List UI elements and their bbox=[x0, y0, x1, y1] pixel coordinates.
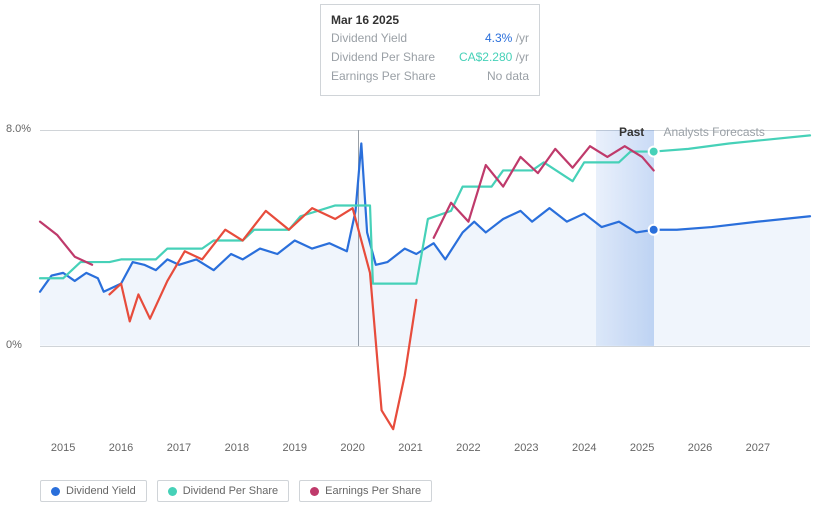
tooltip-label: Dividend Per Share bbox=[331, 48, 435, 67]
hover-tooltip: Mar 16 2025 Dividend Yield 4.3% /yr Divi… bbox=[320, 4, 540, 96]
tooltip-label: Earnings Per Share bbox=[331, 67, 436, 86]
forecast-label: Analysts Forecasts bbox=[663, 125, 764, 139]
tooltip-value: No data bbox=[487, 67, 529, 86]
legend-dot-icon bbox=[168, 487, 177, 496]
legend-label: Dividend Yield bbox=[66, 485, 136, 497]
past-label: Past bbox=[619, 125, 644, 139]
tooltip-label: Dividend Yield bbox=[331, 29, 407, 48]
tooltip-row-eps: Earnings Per Share No data bbox=[331, 67, 529, 86]
legend-item-dps[interactable]: Dividend Per Share bbox=[157, 480, 289, 502]
chart-container: Mar 16 2025 Dividend Yield 4.3% /yr Divi… bbox=[0, 0, 821, 508]
legend-label: Dividend Per Share bbox=[183, 485, 278, 497]
tooltip-date: Mar 16 2025 bbox=[331, 13, 529, 27]
legend-label: Earnings Per Share bbox=[325, 485, 421, 497]
legend-dot-icon bbox=[310, 487, 319, 496]
legend-item-eps[interactable]: Earnings Per Share bbox=[299, 480, 432, 502]
tooltip-value: CA$2.280 /yr bbox=[459, 48, 529, 67]
tooltip-value: 4.3% /yr bbox=[485, 29, 529, 48]
tooltip-row-yield: Dividend Yield 4.3% /yr bbox=[331, 29, 529, 48]
legend-item-yield[interactable]: Dividend Yield bbox=[40, 480, 147, 502]
chart-legend: Dividend Yield Dividend Per Share Earnin… bbox=[40, 480, 432, 502]
legend-dot-icon bbox=[51, 487, 60, 496]
tooltip-row-dps: Dividend Per Share CA$2.280 /yr bbox=[331, 48, 529, 67]
